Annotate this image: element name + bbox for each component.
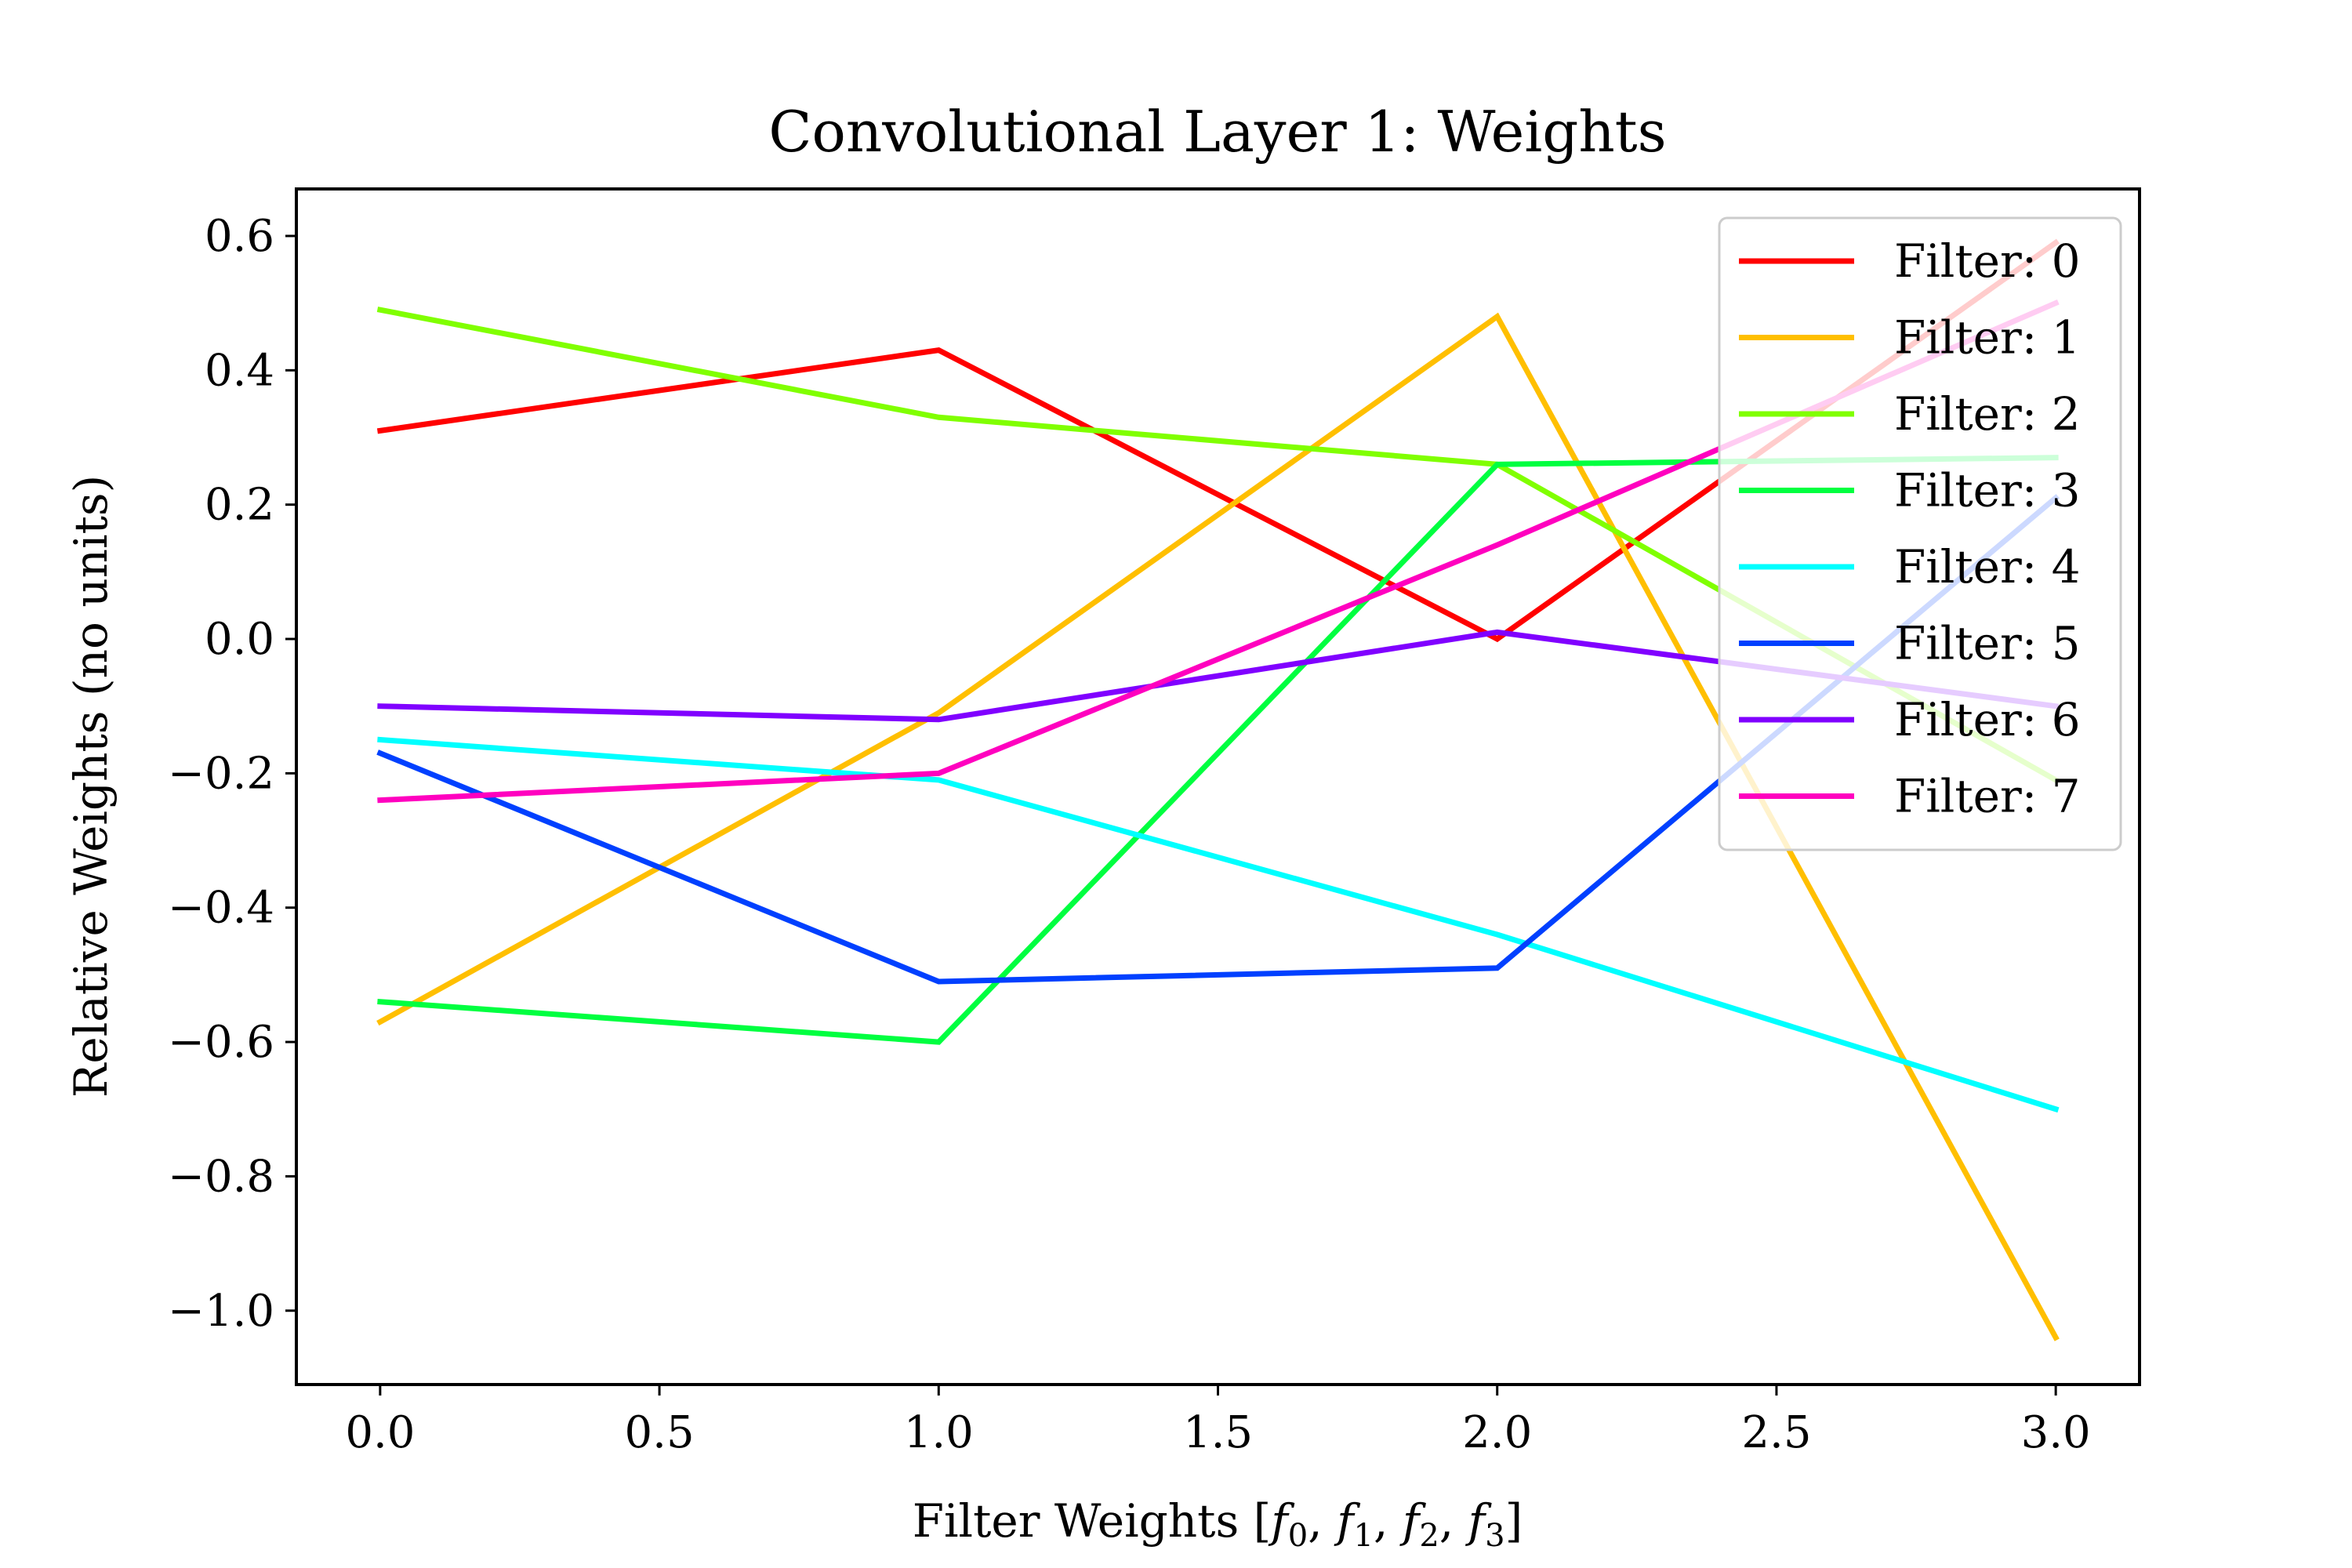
- legend: Filter: 0 Filter: 1 Filter: 2 Filter: 3 Filt…: [1718, 216, 2122, 851]
- y-axis-label: Relative Weights (no units): [64, 475, 118, 1098]
- x-tick-label: 2.0: [1462, 1407, 1532, 1458]
- legend-label-filter-4: Filter: 4: [1894, 540, 2081, 593]
- legend-label-filter-7: Filter: 7: [1894, 770, 2081, 823]
- legend-label-filter-2: Filter: 2: [1894, 387, 2081, 441]
- y-tick-label: 0.0: [205, 614, 274, 665]
- x-tick-label: 2.5: [1741, 1407, 1811, 1458]
- y-tick-label: 0.4: [205, 345, 274, 396]
- series-line-filter-4: [377, 736, 2060, 1113]
- legend-label-filter-3: Filter: 3: [1894, 464, 2081, 517]
- legend-box: [1718, 216, 2122, 851]
- x-tick-label: 3.0: [2021, 1407, 2091, 1458]
- x-tick-label: 0.0: [345, 1407, 415, 1458]
- y-tick-label: −0.2: [168, 748, 274, 799]
- chart-title: Convolutional Layer 1: Weights: [768, 99, 1666, 165]
- x-axis-label: Filter Weights [f0, f1, f2, f3]: [913, 1494, 1523, 1554]
- legend-label-filter-6: Filter: 6: [1894, 693, 2081, 746]
- legend-label-filter-0: Filter: 0: [1894, 234, 2081, 288]
- legend-label-filter-5: Filter: 5: [1894, 617, 2081, 670]
- y-axis-ticks: 0.6 0.4 0.2 0.0 −0.2 −0.4 −0.6 −0.8 −1.0: [168, 211, 296, 1337]
- x-tick-label: 1.0: [904, 1407, 974, 1458]
- y-tick-label: 0.2: [205, 480, 274, 531]
- legend-label-filter-1: Filter: 1: [1894, 311, 2081, 365]
- x-axis-ticks: 0.0 0.5 1.0 1.5 2.0 2.5 3.0: [345, 1385, 2091, 1458]
- x-tick-label: 0.5: [625, 1407, 695, 1458]
- x-tick-label: 1.5: [1183, 1407, 1253, 1458]
- y-tick-label: −1.0: [168, 1286, 274, 1337]
- y-tick-label: −0.8: [168, 1151, 274, 1202]
- y-tick-label: −0.6: [168, 1017, 274, 1068]
- y-tick-label: −0.4: [168, 883, 274, 934]
- y-tick-label: 0.6: [205, 211, 274, 262]
